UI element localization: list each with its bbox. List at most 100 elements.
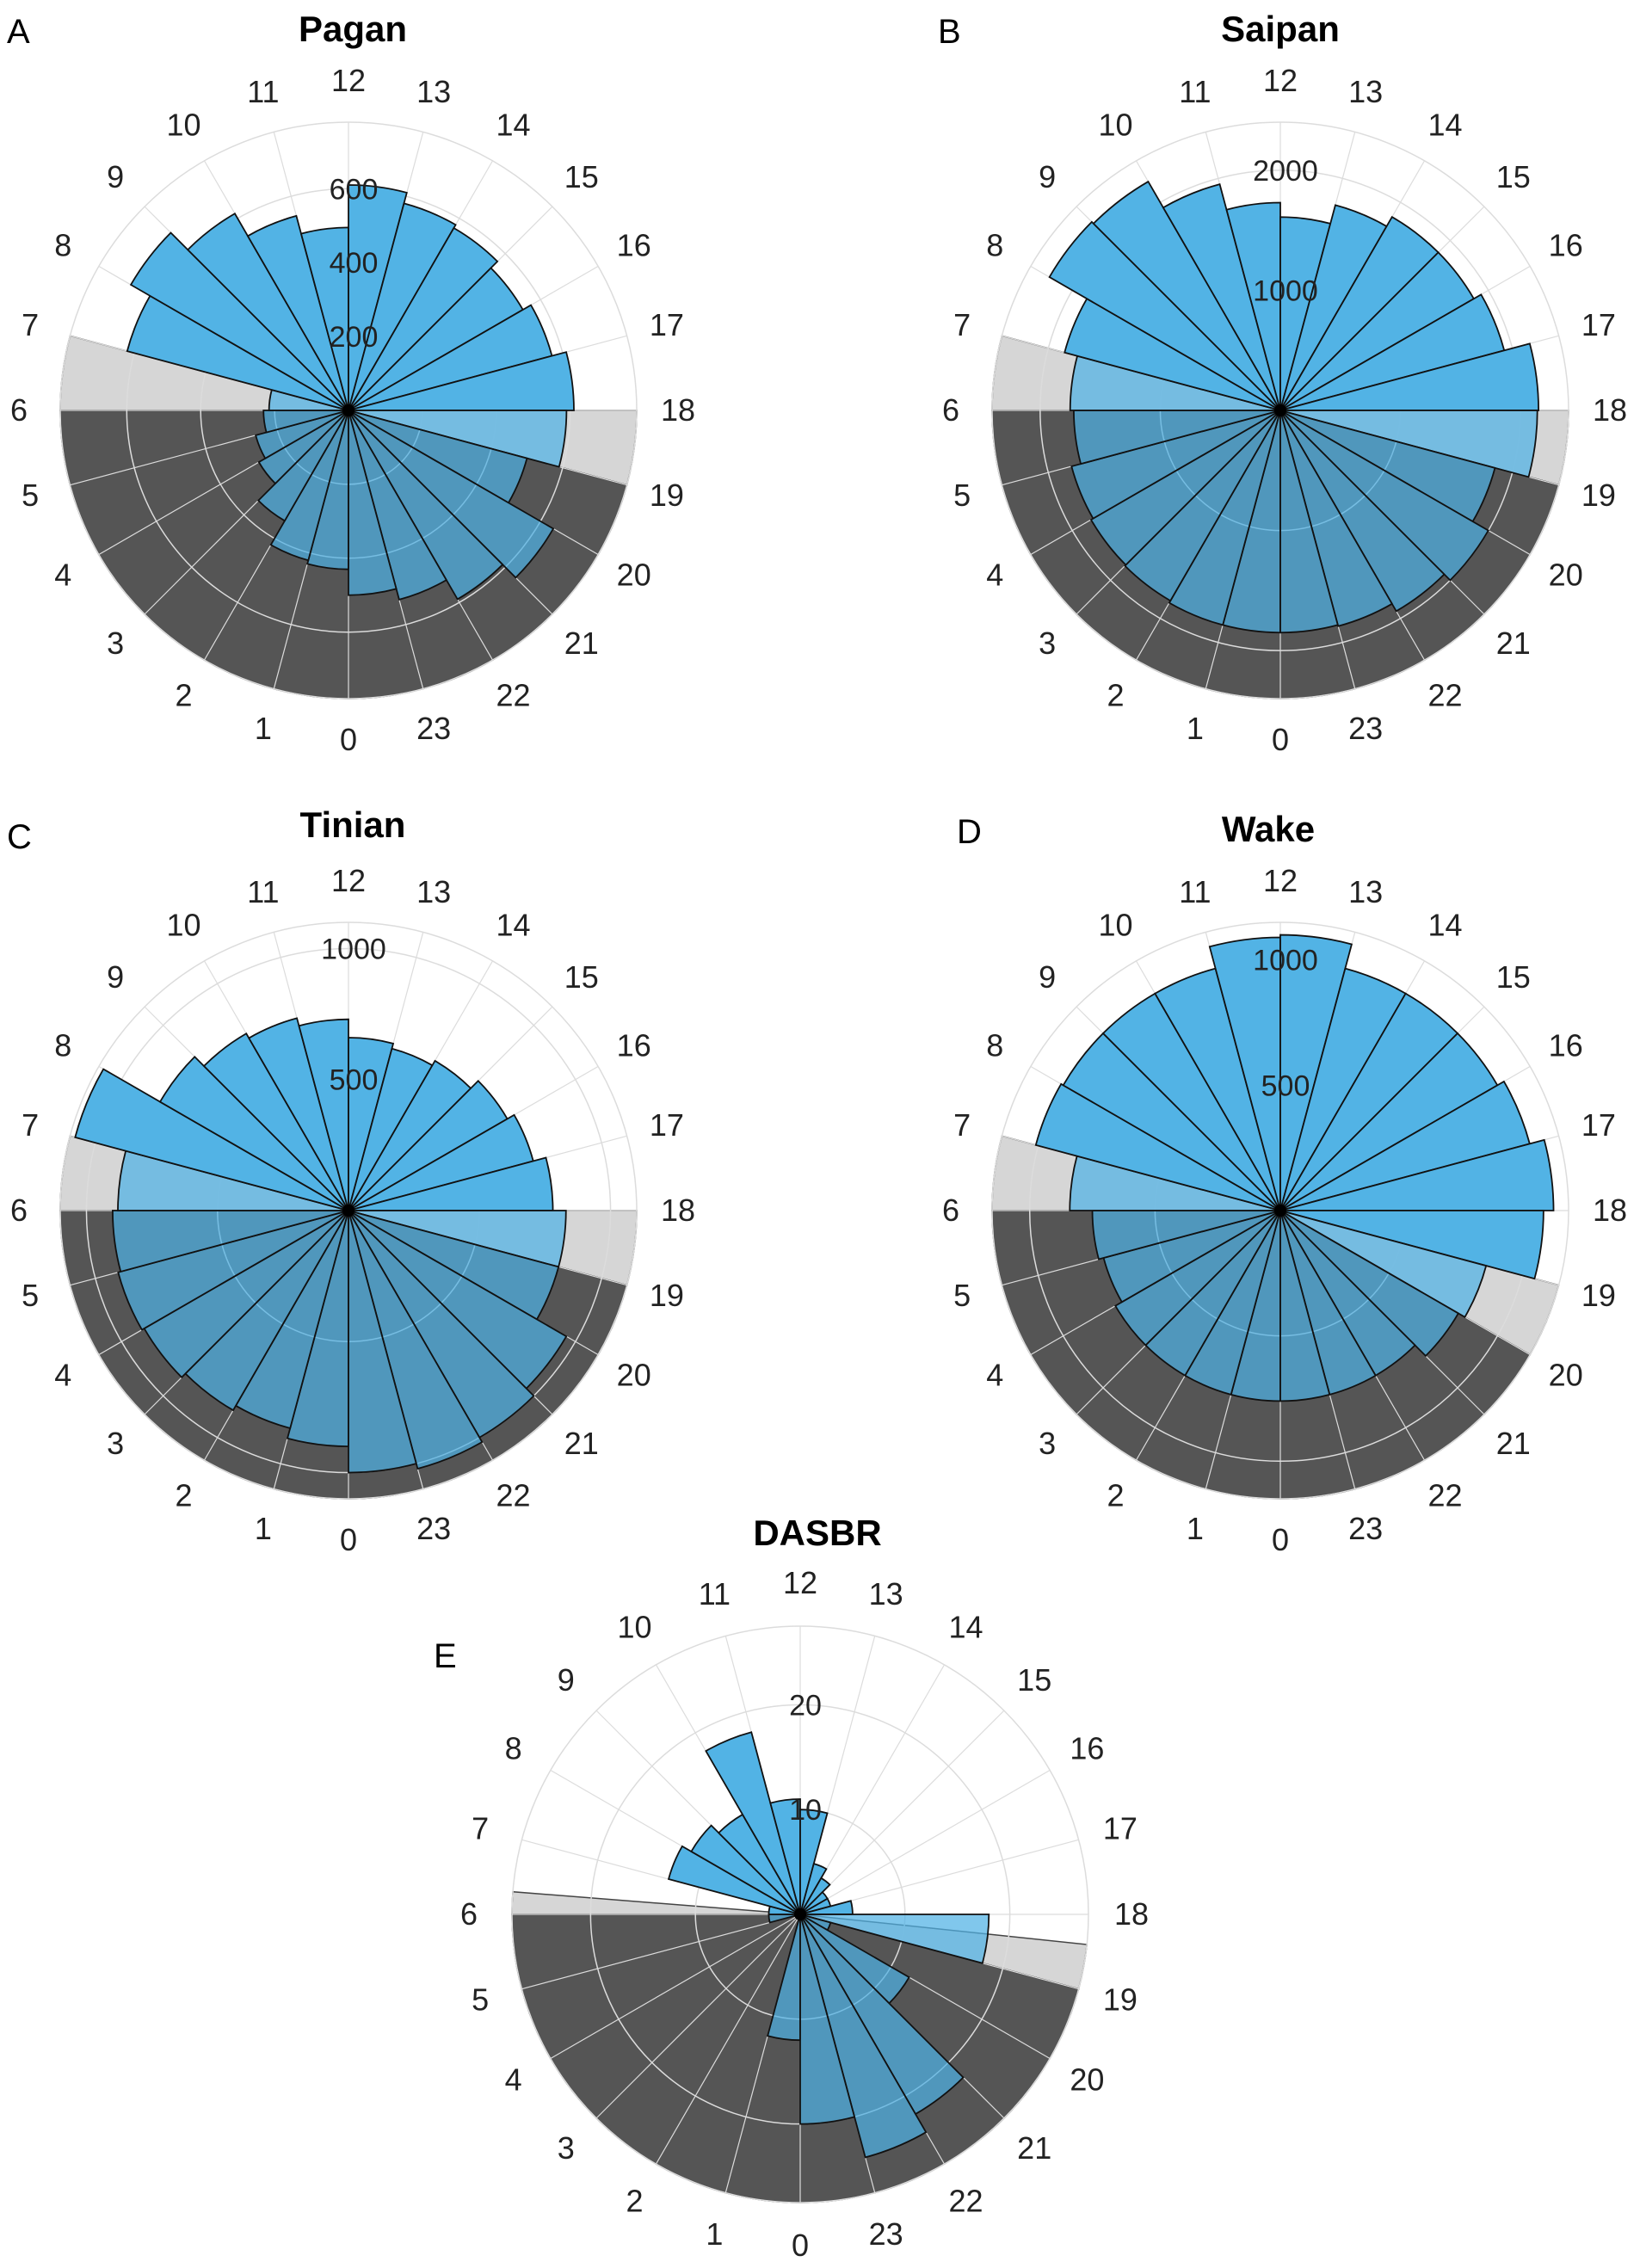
bars — [667, 1731, 990, 2159]
radial-tick-labels: 1000 2000 — [1253, 155, 1318, 308]
hour-label-3: 3 — [558, 2130, 575, 2166]
bar-hour-20 — [1279, 1210, 1460, 1358]
bar-hour-23 — [1279, 1210, 1331, 1402]
bar-hour-10 — [705, 1731, 801, 1915]
hour-label-14: 14 — [496, 107, 530, 142]
radial-tick-label: 500 — [1261, 1069, 1310, 1102]
hour-label-9: 9 — [107, 959, 124, 995]
grid-spoke — [799, 1710, 1005, 1915]
radial-tick-labels: 200 400 600 — [330, 173, 379, 354]
hour-label-17: 17 — [650, 1107, 684, 1143]
hour-label-18: 18 — [1593, 392, 1627, 428]
radial-tick-labels: 500 1000 — [1253, 945, 1318, 1103]
bar-hour-5 — [112, 1210, 349, 1273]
hour-label-4: 4 — [54, 1358, 71, 1393]
hour-label-1: 1 — [1187, 1511, 1204, 1546]
bar-hour-2 — [256, 410, 349, 522]
bar-hour-9 — [1092, 180, 1281, 411]
hour-label-10: 10 — [166, 907, 200, 942]
hour-label-3: 3 — [107, 626, 124, 661]
bar-hour-2 — [1124, 410, 1281, 602]
panel-label: D — [957, 813, 982, 851]
radial-tick-label: 2000 — [1253, 155, 1318, 188]
bar-hour-8 — [158, 1055, 349, 1211]
bar-hour-10 — [246, 214, 349, 411]
hour-label-3: 3 — [107, 1426, 124, 1461]
hour-label-20: 20 — [1549, 1358, 1583, 1393]
bar-hour-11 — [769, 1798, 801, 1915]
hour-label-17: 17 — [1103, 1810, 1138, 1846]
hour-label-23: 23 — [1348, 1511, 1383, 1546]
hour-label-21: 21 — [1017, 2130, 1051, 2166]
bar-hour-4 — [255, 410, 349, 460]
hour-label-0: 0 — [792, 2228, 809, 2263]
hour-label-15: 15 — [1496, 159, 1531, 194]
hour-label-16: 16 — [617, 1028, 651, 1063]
hour-label-16: 16 — [1070, 1731, 1104, 1766]
hour-label-18: 18 — [661, 392, 695, 428]
grid-spoke — [655, 1914, 801, 2165]
panel-label: A — [7, 13, 30, 51]
hour-label-20: 20 — [617, 558, 651, 593]
bar-hour-3 — [1089, 410, 1281, 566]
bar-hour-17 — [1279, 1138, 1555, 1211]
bar-hour-3 — [257, 410, 349, 485]
hour-label-17: 17 — [1581, 1107, 1616, 1143]
bar-hour-23 — [348, 1210, 417, 1474]
hour-label-10: 10 — [1098, 107, 1132, 142]
chart-title: Tinian — [300, 804, 406, 845]
hour-label-6: 6 — [10, 392, 28, 428]
hour-label-17: 17 — [650, 307, 684, 342]
panel-label: B — [938, 13, 961, 51]
hour-label-6: 6 — [942, 392, 959, 428]
hour-label-17: 17 — [1581, 307, 1616, 342]
hour-label-15: 15 — [564, 959, 599, 995]
bar-hour-13 — [348, 202, 457, 411]
hour-label-9: 9 — [107, 159, 124, 194]
bars — [74, 1017, 568, 1474]
bar-hour-9 — [202, 1032, 349, 1211]
hour-label-10: 10 — [1098, 907, 1132, 942]
radial-tick-label: 20 — [789, 1689, 822, 1722]
bar-hour-21 — [1279, 410, 1446, 613]
chart-title: Wake — [1222, 809, 1315, 849]
hour-label-22: 22 — [1427, 678, 1462, 713]
hour-label-4: 4 — [986, 558, 1003, 593]
bars — [126, 184, 575, 601]
hour-label-8: 8 — [986, 228, 1003, 263]
hour-label-4: 4 — [54, 558, 71, 593]
bar-hour-14 — [799, 1877, 831, 1915]
chart-title: DASBR — [753, 1513, 881, 1553]
bar-hour-11 — [1225, 201, 1281, 411]
hour-label-4: 4 — [986, 1358, 1003, 1393]
hour-label-22: 22 — [496, 678, 530, 713]
hour-label-2: 2 — [1107, 1478, 1124, 1513]
grid-spoke — [595, 1914, 801, 2119]
hour-label-8: 8 — [54, 1028, 71, 1063]
hour-label-18: 18 — [1114, 1896, 1149, 1932]
chart-title: Pagan — [299, 9, 407, 49]
hour-label-8: 8 — [54, 228, 71, 263]
hour-label-14: 14 — [948, 1610, 983, 1645]
radial-tick-label: 200 — [330, 321, 379, 354]
hour-label-23: 23 — [1348, 711, 1383, 746]
hour-label-19: 19 — [1103, 1982, 1138, 2018]
hour-label-2: 2 — [175, 1478, 192, 1513]
grid-spoke — [799, 1769, 1051, 1915]
bars — [1034, 934, 1555, 1402]
bar-hour-22 — [799, 1914, 928, 2159]
hour-label-2: 2 — [1107, 678, 1124, 713]
radial-tick-label: 1000 — [1253, 945, 1318, 977]
hour-label-16: 16 — [1549, 1028, 1583, 1063]
hour-label-1: 1 — [1187, 711, 1204, 746]
bar-hour-10 — [248, 1017, 349, 1211]
hour-label-8: 8 — [986, 1028, 1003, 1063]
bar-hour-4 — [1070, 410, 1281, 520]
hour-label-15: 15 — [1017, 1662, 1051, 1698]
